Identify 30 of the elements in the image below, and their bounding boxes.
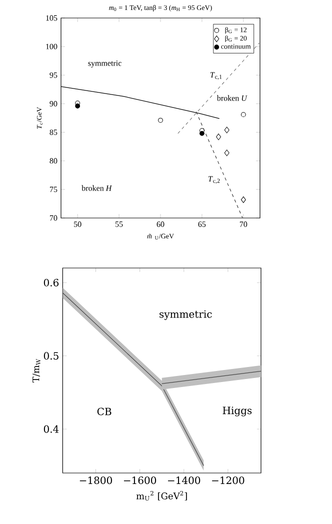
y-tick-label: 85: [50, 130, 58, 135]
annotation: CB: [97, 408, 112, 416]
y-tick-label: 70: [50, 215, 58, 221]
x-tick-label: 50: [74, 222, 82, 227]
y-tick-label: 0.4: [44, 425, 59, 433]
annotation: symmetric: [160, 310, 212, 320]
y-tick-label: 80: [50, 158, 58, 164]
annotation: symmetric: [88, 60, 122, 68]
y-tick-label: 75: [50, 186, 58, 192]
x-tick-label: 70: [240, 222, 248, 227]
annotation: T$_{c,1}$: [210, 72, 222, 80]
x-tick-label: 55: [116, 222, 123, 227]
x-tick-label: 65: [198, 222, 206, 227]
annotation: Higgs: [222, 406, 252, 416]
annotation: T$_{c,2}$: [208, 176, 220, 184]
annotation: broken H: [82, 185, 112, 191]
x-tick-label: −1400: [168, 476, 200, 484]
x-tick-label: −1600: [124, 476, 156, 484]
y-tick-label: 105: [46, 15, 58, 21]
y-tick-label: 90: [50, 101, 58, 106]
y-tick-label: 95: [50, 72, 58, 78]
x-tick-label: −1200: [212, 476, 244, 484]
y-tick-label: 0.5: [44, 352, 58, 360]
y-tick-label: 0.6: [44, 278, 59, 286]
x-tick-label: 60: [156, 222, 164, 227]
y-axis-title: T/m$_{W}$: [32, 358, 40, 383]
x-tick-label: −1800: [80, 476, 112, 484]
y-tick-label: 100: [46, 44, 58, 50]
annotation: broken U: [216, 95, 248, 101]
x-axis-title: m$_{U}$$^{2}$ [GeV$^{2}$]: [136, 490, 187, 501]
